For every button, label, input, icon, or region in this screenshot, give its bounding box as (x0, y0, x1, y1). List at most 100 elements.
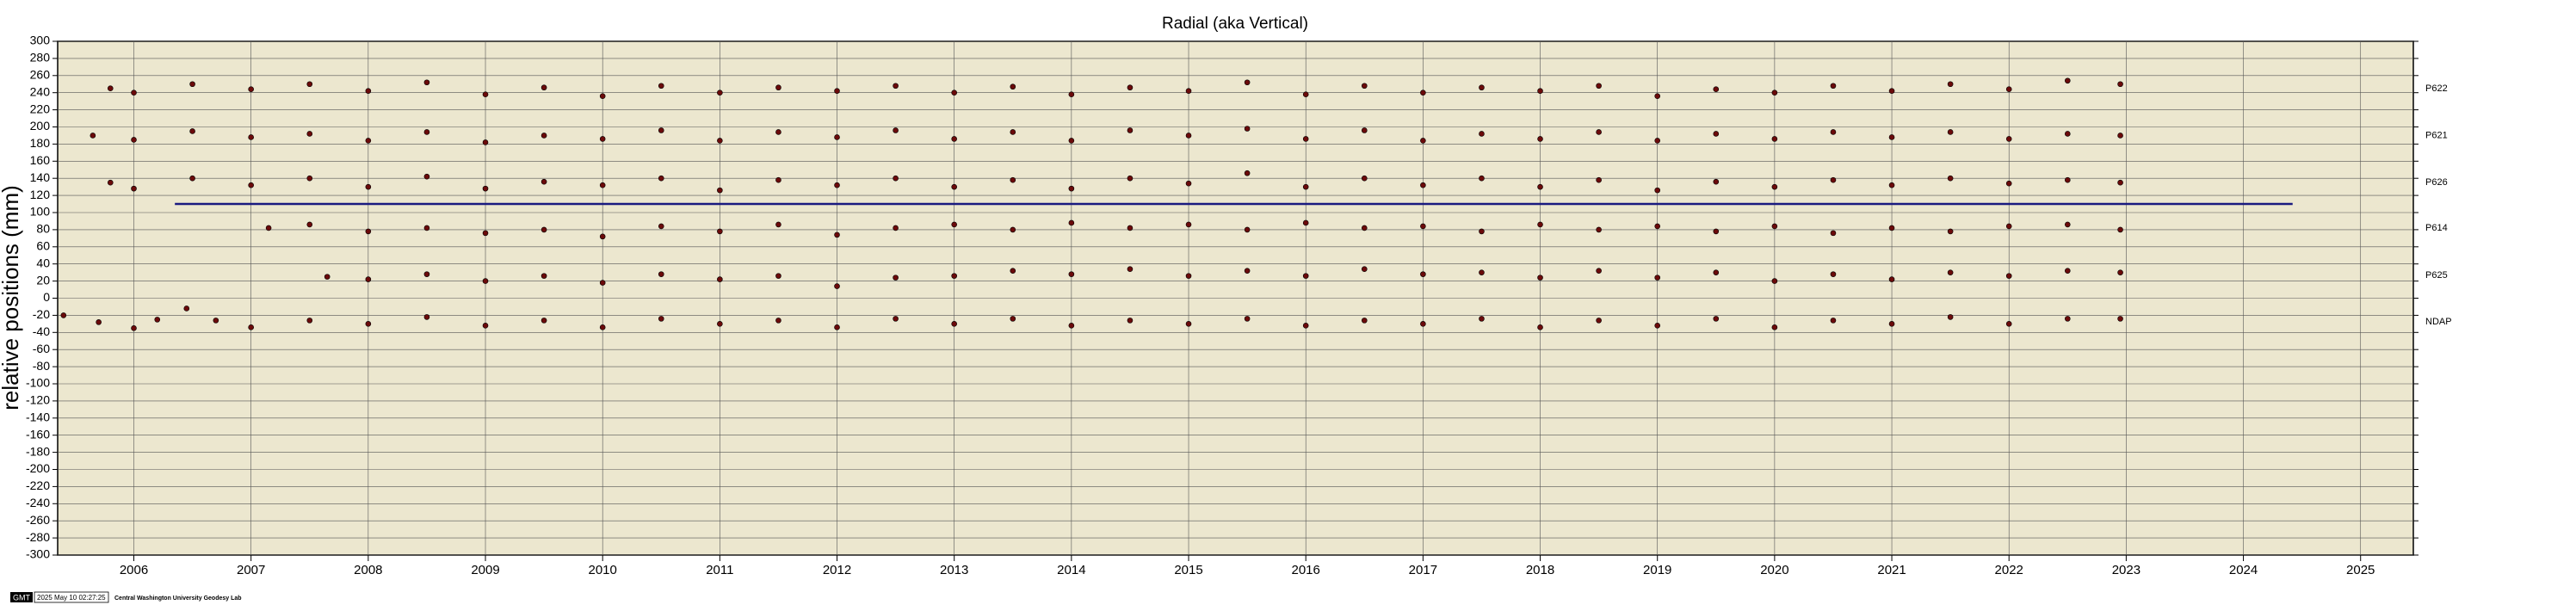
data-point (2117, 179, 2123, 186)
data-point (893, 83, 899, 89)
data-point (1244, 79, 1251, 86)
x-tick-label: 2006 (120, 563, 148, 577)
data-point (1127, 266, 1134, 272)
data-point (717, 228, 723, 235)
data-point (2117, 133, 2123, 139)
y-tick-label: -180 (26, 444, 50, 458)
data-point (951, 321, 957, 327)
data-point (1713, 316, 1720, 322)
data-point (1947, 175, 1954, 182)
x-tick-label: 2017 (1409, 563, 1437, 577)
y-tick-label: 240 (30, 84, 51, 98)
x-tick-label: 2010 (588, 563, 616, 577)
y-tick-label: -140 (26, 410, 50, 424)
y-tick-label: 280 (30, 51, 51, 65)
data-point (1010, 83, 1016, 90)
data-point (1596, 226, 1602, 233)
data-point (1713, 178, 1720, 185)
data-point (1127, 127, 1134, 133)
x-tick-label: 2007 (237, 563, 265, 577)
data-point (1537, 324, 1543, 330)
data-point (1127, 175, 1134, 182)
x-tick-label: 2015 (1174, 563, 1202, 577)
x-tick-label: 2018 (1526, 563, 1554, 577)
data-point (775, 318, 781, 324)
y-tick-label: -120 (26, 393, 50, 407)
data-point (1302, 91, 1309, 97)
data-point (306, 318, 313, 324)
data-point (2117, 316, 2123, 322)
data-point (775, 129, 781, 135)
data-point (717, 138, 723, 144)
data-point (365, 321, 372, 327)
data-point (658, 223, 664, 230)
data-point (154, 317, 161, 323)
data-point (365, 88, 372, 95)
data-point (1302, 323, 1309, 329)
data-point (423, 314, 430, 320)
data-point (189, 81, 195, 88)
data-point (658, 175, 664, 182)
data-point (131, 325, 137, 331)
x-tick-label: 2025 (2346, 563, 2375, 577)
data-point (717, 276, 723, 282)
data-point (1596, 318, 1602, 324)
data-point (1479, 316, 1485, 322)
data-point (893, 316, 899, 322)
data-point (365, 138, 372, 144)
data-point (1654, 323, 1661, 329)
data-point (834, 283, 840, 289)
x-tick-label: 2023 (2112, 563, 2140, 577)
x-tick-label: 2011 (706, 563, 733, 577)
data-point (951, 183, 957, 190)
data-point (1479, 269, 1485, 275)
data-point (1596, 83, 1602, 89)
y-tick-label: -220 (26, 478, 50, 492)
data-point (1888, 182, 1895, 188)
data-point (599, 324, 606, 330)
data-point (107, 85, 114, 92)
station-label: P621 (2425, 130, 2448, 140)
data-point (2065, 221, 2071, 228)
data-point (1420, 223, 1426, 230)
data-point (2117, 81, 2123, 88)
y-tick-label: -60 (33, 342, 50, 355)
x-tick-label: 2020 (1760, 563, 1788, 577)
data-point (541, 318, 547, 324)
data-point (834, 88, 840, 95)
data-point (482, 139, 489, 145)
data-point (658, 316, 664, 322)
data-point (1537, 275, 1543, 281)
x-tick-label: 2019 (1643, 563, 1671, 577)
data-point (1010, 268, 1016, 274)
data-point (1596, 129, 1602, 135)
data-point (1127, 318, 1134, 324)
y-tick-label: -200 (26, 461, 50, 475)
data-point (717, 321, 723, 327)
data-point (1361, 318, 1368, 324)
data-point (1185, 88, 1192, 95)
data-point (1244, 170, 1251, 176)
data-point (60, 312, 67, 318)
y-tick-label: 20 (36, 273, 50, 287)
data-point (1713, 86, 1720, 93)
y-tick-label: 40 (36, 256, 50, 269)
data-point (1302, 219, 1309, 226)
data-point (1420, 321, 1426, 327)
data-point (1010, 226, 1016, 233)
data-point (2117, 226, 2123, 233)
y-tick-label: 100 (30, 205, 51, 219)
data-point (775, 176, 781, 183)
data-point (599, 182, 606, 188)
data-point (1302, 136, 1309, 142)
data-point (1947, 129, 1954, 135)
data-point (1771, 183, 1778, 190)
y-tick-label: 220 (30, 102, 51, 115)
data-point (658, 127, 664, 133)
logo: GMT (13, 593, 30, 602)
data-point (1479, 228, 1485, 235)
timestamp-box (34, 591, 109, 603)
data-point (1537, 221, 1543, 228)
data-point (1420, 89, 1426, 96)
